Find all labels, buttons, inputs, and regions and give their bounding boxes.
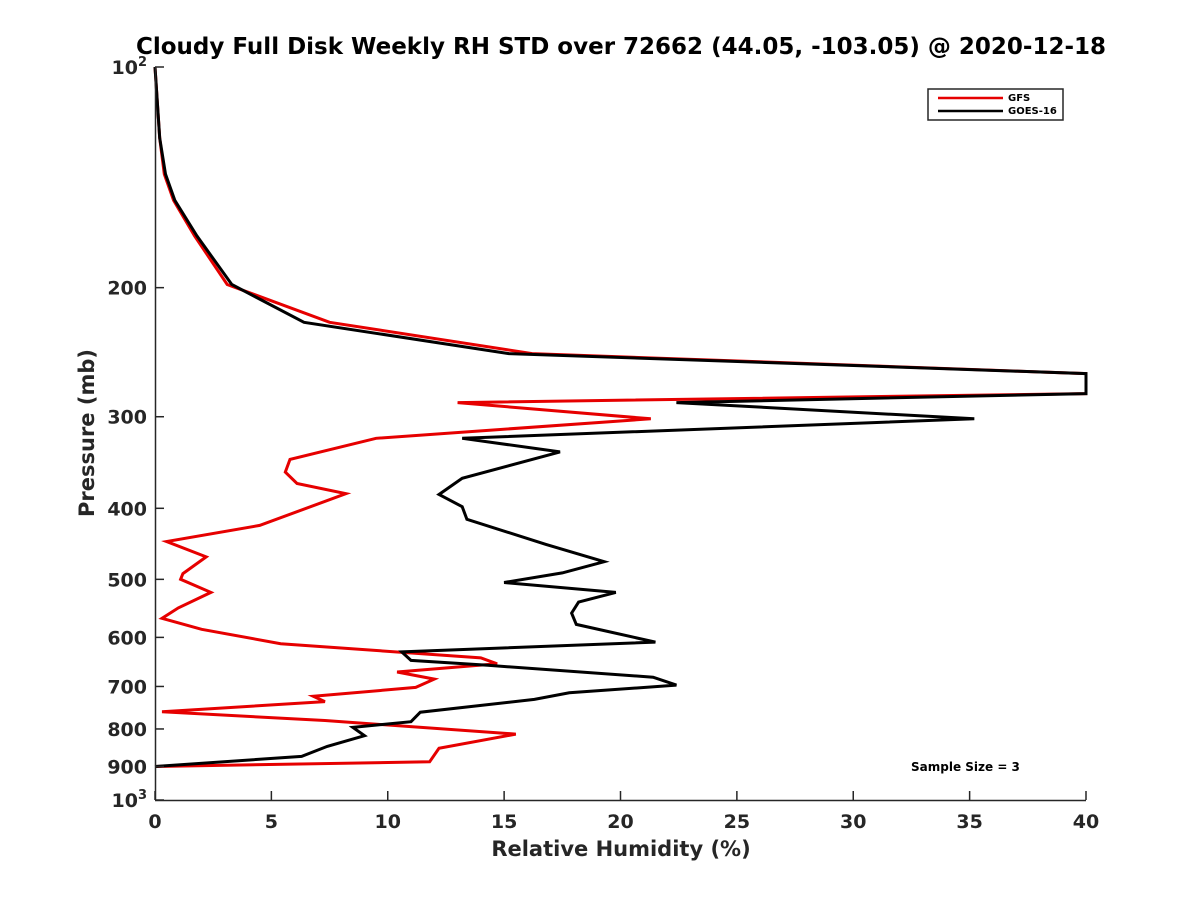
x-tick-label: 20 (607, 811, 633, 833)
y-tick-label: 103 (112, 788, 148, 812)
y-tick-label: 102 (112, 55, 148, 79)
y-tick-label: 700 (107, 676, 147, 698)
sample-size-annotation: Sample Size = 3 (911, 760, 1020, 774)
x-tick-label: 15 (491, 811, 517, 833)
series-layer (153, 66, 1088, 768)
y-tick-label: 900 (107, 756, 147, 778)
legend-label-gfs: GFS (1008, 93, 1030, 104)
series-line-goes16 (153, 66, 1088, 768)
x-tick-label: 35 (956, 811, 982, 833)
x-tick-label: 10 (375, 811, 401, 833)
y-tick-label: 500 (107, 569, 147, 591)
legend-label-goes16: GOES-16 (1008, 106, 1057, 117)
y-tick-label: 400 (107, 498, 147, 520)
legend-box (927, 88, 1064, 121)
x-tick-label: 40 (1073, 811, 1099, 833)
plot-area: 0 5 10 15 20 25 30 35 40 102 200 300 400 500 600 700 80… (107, 55, 1099, 833)
y-tick-label: 200 (107, 278, 147, 300)
x-tick-label: 25 (724, 811, 750, 833)
y-tick-label: 600 (107, 627, 147, 649)
y-axis-label: Pressure (mb) (75, 349, 99, 517)
y-tick-label: 800 (107, 719, 147, 741)
axes-layer (154, 67, 1086, 802)
legend: GFS GOES-16 (927, 88, 1064, 121)
chart-title: Cloudy Full Disk Weekly RH STD over 7266… (136, 34, 1106, 60)
series-line-gfs (153, 66, 1088, 768)
x-axis-label: Relative Humidity (%) (491, 837, 750, 861)
y-ticks: 102 200 300 400 500 600 700 800 900 103 (107, 55, 164, 812)
x-ticks: 0 5 10 15 20 25 30 35 40 (148, 791, 1099, 833)
y-tick-label: 300 (107, 407, 147, 429)
x-tick-label: 0 (148, 811, 161, 833)
x-tick-label: 30 (840, 811, 866, 833)
x-tick-label: 5 (265, 811, 278, 833)
